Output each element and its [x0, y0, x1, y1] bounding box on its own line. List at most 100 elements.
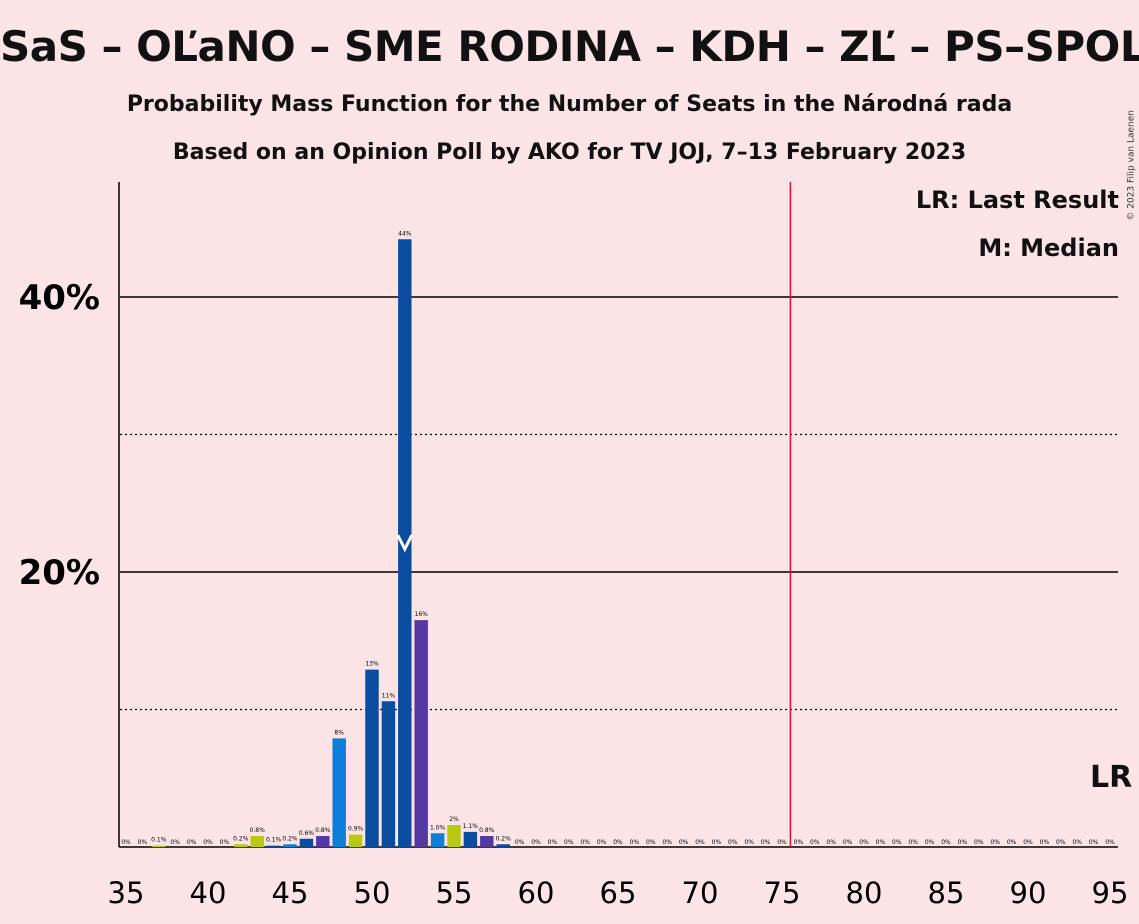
bar-data-label: 0% [679, 839, 689, 846]
x-tick-label: 45 [272, 876, 309, 910]
bar-data-label: 0.1% [266, 837, 282, 844]
bar-data-label: 0% [990, 839, 1000, 846]
bar-data-label: 0% [613, 839, 623, 846]
bar-data-label: 0% [531, 839, 541, 846]
bar-data-label: 0% [810, 839, 820, 846]
bar-seats-37 [152, 845, 166, 847]
x-tick-label: 70 [682, 876, 719, 910]
bar-data-label: 1.0% [430, 824, 446, 831]
bar-data-label: 0.9% [348, 826, 364, 833]
bar-data-label: 0% [1089, 839, 1099, 846]
bar-data-label: 44% [398, 230, 412, 237]
median-marker [396, 534, 414, 553]
bar-data-label: 0% [1072, 839, 1082, 846]
bar-data-label: 0% [580, 839, 590, 846]
bar-seats-52 [398, 239, 412, 847]
bar-data-label: 0% [138, 839, 148, 846]
bar-data-label: 0% [1023, 839, 1033, 846]
chart-subtitle: Probability Mass Function for the Number… [126, 92, 1013, 117]
bar-data-label: 0% [876, 839, 886, 846]
bar-seats-49 [348, 834, 363, 847]
legend-last-result: LR: Last Result [915, 186, 1119, 214]
bar-data-label: 0% [744, 839, 754, 846]
bar-data-label: 0% [777, 839, 787, 846]
bar-data-label: 0.8% [479, 827, 495, 834]
bar-data-label: 0% [1105, 839, 1115, 846]
bar-data-label: 0% [187, 839, 197, 846]
bar-data-label: 0% [695, 839, 705, 846]
bar-data-label: 0.8% [315, 827, 331, 834]
bar-seats-42 [234, 844, 248, 847]
bar-data-label: 0% [220, 839, 230, 846]
x-tick-label: 85 [928, 876, 965, 910]
bar-data-label: 1.1% [463, 823, 479, 830]
bar-seats-54 [430, 833, 445, 847]
bar-seats-43 [250, 836, 264, 847]
x-tick-label: 40 [190, 876, 227, 910]
bar-seats-47 [316, 836, 330, 847]
bar-data-label: 0% [1056, 839, 1066, 846]
bar-seats-44 [266, 845, 281, 847]
bar-data-label: 0% [646, 839, 656, 846]
chart-title: SaS – OĽaNO – SME RODINA – KDH – ZĽ – PS… [0, 22, 1139, 71]
y-tick-label: 40% [19, 278, 100, 318]
last-result-marker-label: LR [1090, 760, 1133, 795]
bar-seats-48 [332, 738, 346, 847]
bar-data-label: 0% [597, 839, 607, 846]
bar-data-label: 0.2% [282, 835, 298, 842]
bar-data-label: 0% [728, 839, 738, 846]
bar-data-label: 0% [925, 839, 935, 846]
bar-data-label: 0% [941, 839, 951, 846]
bar-data-label: 13% [365, 661, 379, 668]
bar-data-label: 0% [958, 839, 968, 846]
chart-source-subtitle: Based on an Opinion Poll by AKO for TV J… [172, 140, 967, 165]
x-tick-label: 55 [436, 876, 473, 910]
bar-data-label: 0% [712, 839, 722, 846]
x-tick-label: 35 [108, 876, 145, 910]
bar-seats-57 [480, 836, 494, 847]
bar-data-label: 0% [548, 839, 558, 846]
bar-seats-50 [365, 669, 379, 847]
x-tick-label: 80 [846, 876, 883, 910]
bar-data-label: 2% [449, 816, 459, 823]
bar-data-label: 11% [382, 692, 396, 699]
bar-seats-45 [283, 844, 297, 847]
bar-seats-46 [299, 838, 314, 847]
x-tick-label: 90 [1010, 876, 1047, 910]
bar-data-label: 16% [415, 611, 429, 618]
legend-median: M: Median [978, 234, 1119, 262]
bar-data-label: 0% [630, 839, 640, 846]
bar-data-label: 0% [908, 839, 918, 846]
y-tick-label: 20% [19, 553, 100, 593]
x-tick-label: 65 [600, 876, 637, 910]
bar-data-label: 0% [1007, 839, 1017, 846]
bar-data-label: 0% [121, 839, 131, 846]
bar-data-label: 0.2% [496, 835, 512, 842]
bar-data-label: 0% [826, 839, 836, 846]
bar-seats-56 [463, 831, 478, 847]
bar-data-label: 0% [515, 839, 525, 846]
bar-seats-51 [381, 701, 396, 847]
x-tick-label: 60 [518, 876, 555, 910]
bar-data-label: 0% [974, 839, 984, 846]
x-tick-label: 75 [764, 876, 801, 910]
bar-seats-58 [496, 844, 510, 847]
bar-data-label: 0% [564, 839, 574, 846]
bar-seats-53 [414, 620, 428, 847]
bar-data-label: 0% [203, 839, 213, 846]
bar-data-label: 0% [843, 839, 853, 846]
x-tick-label: 95 [1092, 876, 1129, 910]
bar-data-label: 0.2% [233, 835, 249, 842]
bar-data-label: 0% [892, 839, 902, 846]
bar-data-label: 0.8% [250, 827, 266, 834]
bar-seats-55 [447, 825, 461, 847]
x-tick-label: 50 [354, 876, 391, 910]
bar-data-label: 0% [1040, 839, 1050, 846]
bar-data-label: 0.1% [151, 837, 167, 844]
bar-data-label: 8% [334, 729, 344, 736]
bar-data-label: 0% [662, 839, 672, 846]
bar-data-label: 0% [170, 839, 180, 846]
bar-data-label: 0.6% [299, 830, 315, 837]
bar-data-label: 0% [859, 839, 869, 846]
